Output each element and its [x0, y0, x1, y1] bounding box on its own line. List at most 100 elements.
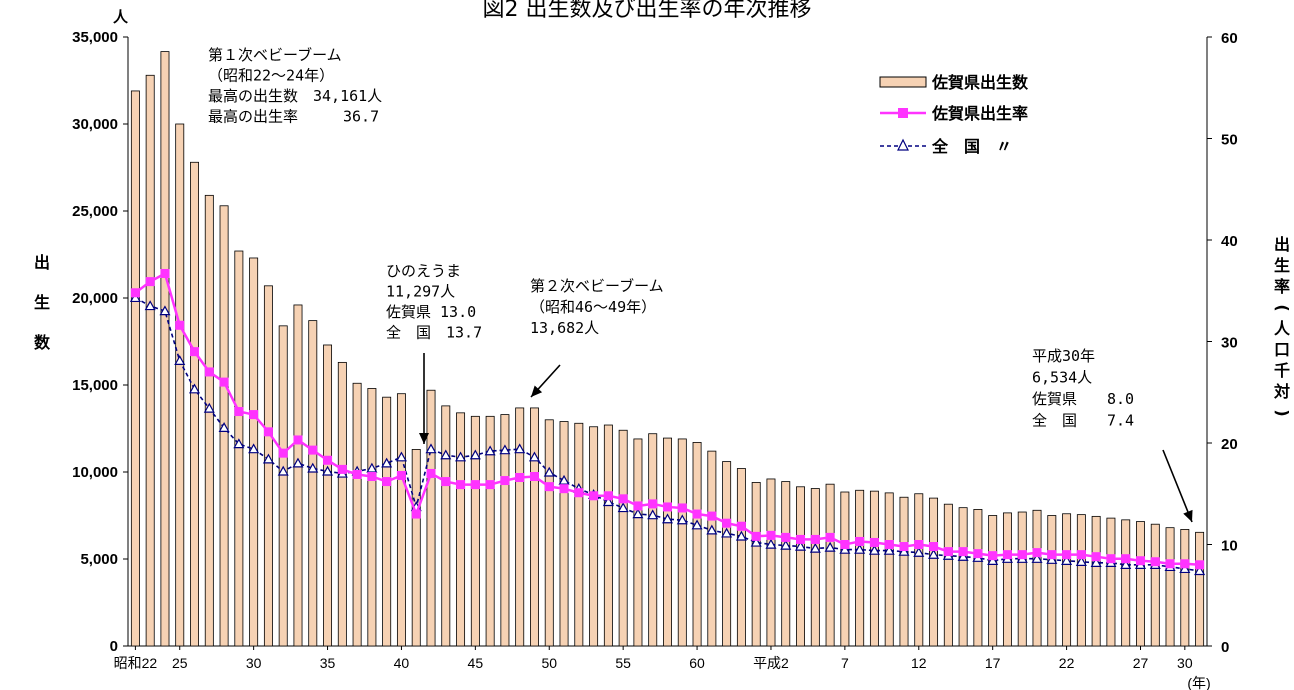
bar: [323, 344, 333, 647]
national-rate-point: [248, 443, 260, 454]
left-tick-label: 30,000: [72, 116, 118, 133]
national-rate-point: [144, 300, 156, 311]
saga-rate-point: [943, 547, 953, 557]
saga-rate-point: [899, 542, 909, 552]
bar: [204, 194, 214, 647]
left-tick-label: 10,000: [72, 464, 118, 481]
national-rate-point: [381, 457, 393, 468]
left-axis-label-char: 数: [34, 333, 51, 352]
national-rate-point: [455, 451, 467, 462]
national-rate-point: [1031, 552, 1043, 563]
saga-rate-point: [633, 501, 643, 511]
bar: [648, 433, 658, 647]
national-rate-point: [928, 548, 940, 559]
saga-rate-point: [500, 476, 510, 486]
bar: [677, 438, 687, 647]
bar: [293, 304, 303, 647]
right-axis-label-char: 出: [1274, 235, 1290, 254]
bar: [1017, 511, 1027, 647]
arrow-head: [531, 385, 543, 397]
saga-rate-point: [1195, 560, 1205, 570]
national-rate-point: [159, 305, 171, 316]
bar: [544, 419, 554, 647]
national-rate-point: [987, 555, 999, 565]
national-rate-point: [233, 438, 245, 449]
national-rate-point: [188, 383, 201, 394]
left-tick-label: 20,000: [72, 290, 118, 307]
bar: [943, 503, 953, 647]
right-axis-label-char: 口: [1274, 340, 1290, 359]
arrow-shaft: [1162, 449, 1193, 523]
annotation-hinoeuma: 全 国 13.7: [386, 324, 482, 342]
x-tick-label: 50: [541, 655, 557, 671]
bar: [352, 382, 362, 647]
national-rate-point: [1090, 557, 1102, 567]
saga-rate-point: [485, 480, 495, 490]
saga-rate-point: [648, 499, 658, 509]
heisei30-arrow: [1162, 449, 1193, 523]
annotation-hinoeuma: 佐賀県 13.0: [386, 303, 476, 321]
bar: [855, 489, 865, 647]
legend-label: 佐賀県出生数: [931, 73, 1029, 92]
saga-rate-point: [544, 482, 554, 492]
national-rate-point: [129, 292, 141, 303]
national-rate-point: [780, 539, 792, 550]
saga-rate-point: [249, 410, 259, 420]
left-tick-label: 25,000: [72, 203, 118, 220]
right-tick-label: 50: [1221, 132, 1238, 149]
saga-rate-point: [1165, 559, 1175, 569]
saga-rate-point: [825, 532, 835, 542]
national-rate-point: [1120, 559, 1132, 570]
national-rate-point: [617, 502, 629, 513]
saga-rate-point: [722, 518, 732, 528]
annotation-first-baby-boom: 最高の出生率 36.7: [208, 108, 379, 126]
bar: [603, 424, 613, 647]
x-tick-label: 45: [468, 655, 484, 671]
bar: [1195, 531, 1205, 647]
national-rate-point: [395, 451, 407, 462]
bar: [766, 478, 776, 647]
national-rate-point: [883, 544, 895, 555]
saga-rate-point: [278, 448, 288, 458]
bar: [589, 426, 599, 647]
saga-rate-point: [160, 268, 170, 278]
right-tick-label: 20: [1221, 436, 1238, 453]
saga-rate-point: [1032, 548, 1042, 558]
annotation-first-baby-boom: 第１次ベビーブーム: [208, 46, 342, 64]
saga-rate-point: [796, 534, 806, 544]
saga-rate-point: [559, 484, 569, 494]
bar: [869, 490, 879, 647]
saga-rate-point: [1121, 554, 1131, 564]
national-rate-point: [765, 538, 777, 549]
saga-rate-point: [323, 455, 333, 465]
saga-rate-point: [1106, 554, 1116, 564]
right-tick-label: 0: [1221, 639, 1229, 656]
saga-rate-point: [766, 530, 776, 540]
annotation-first-baby-boom: （昭和22～24年）: [208, 67, 334, 85]
national-rate-point: [1061, 555, 1073, 565]
saga-rate-point: [1180, 559, 1190, 569]
x-tick-label: 22: [1059, 655, 1075, 671]
saga-rate-point: [929, 542, 939, 552]
x-tick-label: 12: [911, 655, 927, 671]
national-rate-point: [499, 444, 511, 455]
bar: [825, 483, 835, 647]
x-tick-label: 35: [320, 655, 336, 671]
x-axis-unit: (年): [1187, 675, 1210, 690]
saga-rate-point: [736, 521, 746, 531]
national-rate-point: [277, 465, 289, 476]
saga-rate-point: [130, 288, 140, 298]
bar: [190, 161, 199, 647]
bar: [751, 482, 761, 647]
bar: [515, 407, 525, 647]
saga-rate-point: [367, 471, 377, 481]
bar: [130, 90, 140, 647]
x-tick-label: 30: [1177, 655, 1193, 671]
national-rate-point: [558, 474, 570, 485]
bar: [958, 507, 968, 647]
saga-rate-point: [603, 491, 613, 501]
bar: [411, 449, 421, 647]
national-rate-point: [1194, 565, 1206, 576]
legend-label: 佐賀県出生率: [931, 104, 1028, 123]
